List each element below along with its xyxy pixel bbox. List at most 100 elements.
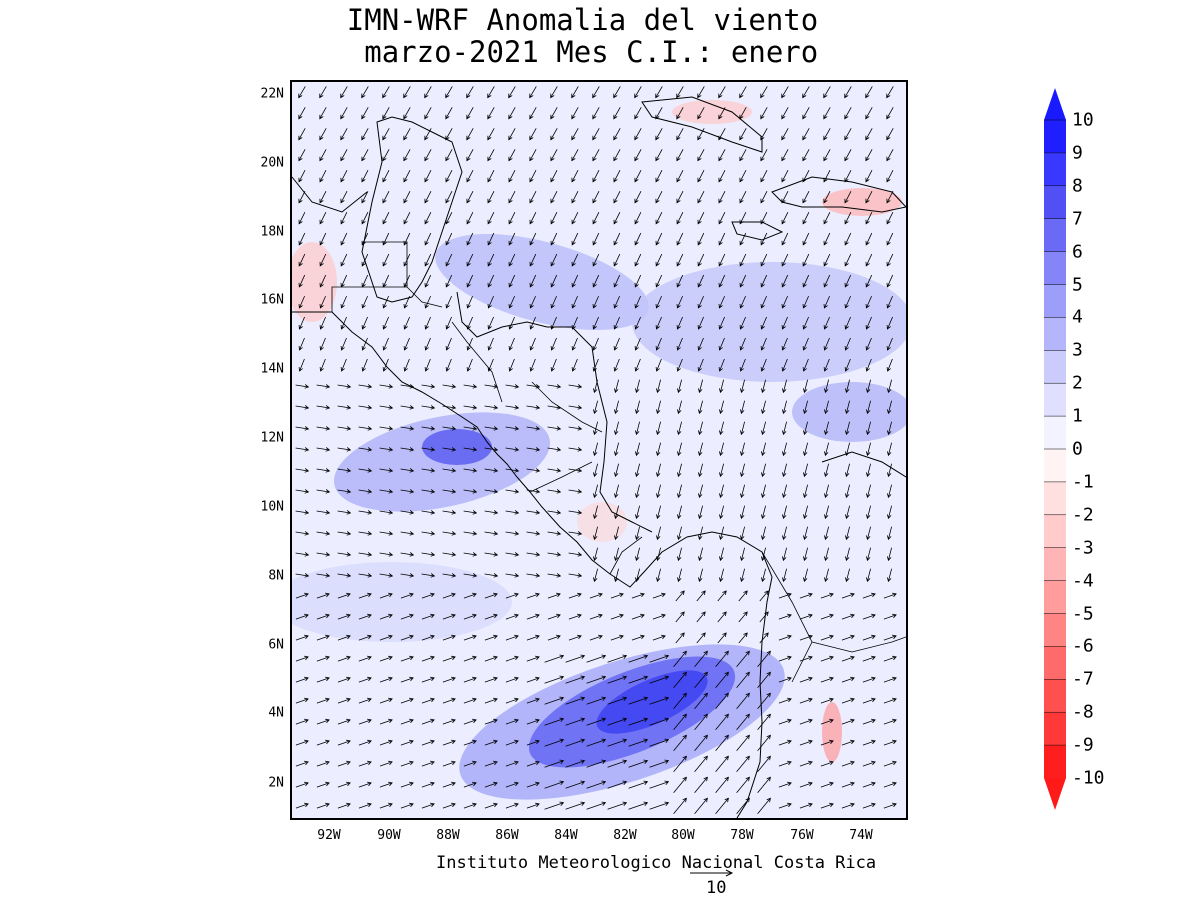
wind-vector (529, 358, 536, 372)
wind-vector (505, 405, 520, 410)
wind-vector (845, 568, 850, 583)
wind-vector (740, 379, 745, 394)
wind-vector (484, 802, 498, 809)
wind-vector (887, 421, 892, 436)
lat-label-12n: 12N (260, 430, 284, 446)
wind-vector (571, 253, 579, 267)
wind-vector (550, 107, 558, 120)
wind-vector (696, 632, 706, 644)
wind-vector (760, 212, 768, 225)
wind-vector (424, 358, 431, 372)
wind-vector (505, 655, 519, 662)
wind-vector (824, 505, 829, 520)
wind-vector (508, 212, 516, 225)
wind-vector (361, 232, 369, 246)
wind-vector (614, 421, 619, 436)
wind-vector (505, 613, 519, 620)
wind-vector (526, 613, 540, 620)
wind-vector (628, 738, 649, 747)
wind-vector (505, 384, 520, 389)
wind-vector (379, 697, 393, 704)
colorbar-segment (1044, 745, 1066, 778)
wind-vector (761, 379, 766, 394)
wind-vector (442, 384, 457, 389)
wind-vector (442, 676, 456, 683)
wind-vector (442, 468, 457, 473)
wind-vector (484, 697, 498, 704)
wind-vector (803, 463, 808, 478)
wind-vector (466, 295, 473, 309)
wind-vector (403, 149, 411, 162)
wind-vector (442, 510, 457, 515)
wind-vector (568, 531, 583, 536)
wind-vector (694, 734, 708, 751)
wind-vector (718, 295, 725, 309)
wind-vector (550, 232, 558, 246)
wind-vector (358, 489, 373, 494)
wind-vector (757, 797, 771, 814)
wind-vector (676, 128, 684, 141)
wind-vector (382, 212, 390, 225)
wind-vector (865, 253, 873, 267)
wind-vector (340, 86, 348, 99)
wind-vector (505, 447, 520, 452)
wind-vector (635, 442, 640, 457)
wind-vector (803, 505, 808, 520)
wind-vector (760, 107, 768, 120)
wind-vector (508, 107, 516, 120)
wind-vector (841, 739, 855, 746)
wind-vector (628, 780, 649, 789)
wind-vector (883, 592, 897, 599)
wind-vector (799, 592, 813, 599)
wind-vector (550, 337, 557, 351)
wind-vector (841, 655, 855, 662)
wind-vector (593, 568, 598, 583)
wind-vector (781, 212, 789, 225)
wind-vector (845, 463, 850, 478)
wind-vector (592, 253, 600, 267)
colorbar-segment (1044, 416, 1066, 449)
colorbar-label: 8 (1072, 175, 1083, 197)
wind-vector (382, 128, 390, 141)
wind-vector (337, 634, 351, 641)
wind-vector (295, 447, 310, 452)
wind-vector (778, 655, 792, 662)
wind-vector (614, 463, 619, 478)
wind-vector (740, 568, 745, 583)
title-line-2: marzo-2021 Mes C.I.: enero (346, 35, 819, 69)
wind-vector (424, 212, 432, 225)
wind-vector (547, 405, 562, 410)
wind-vector (803, 484, 808, 499)
wind-vector (802, 358, 809, 372)
wind-vector (866, 484, 871, 499)
wind-vector (719, 505, 724, 520)
wind-vector (508, 128, 516, 141)
wind-vector (487, 191, 495, 204)
wind-vector (382, 316, 389, 330)
wind-vector (316, 405, 331, 410)
lat-label-4n: 4N (268, 705, 284, 721)
wind-vector (403, 212, 411, 225)
wind-vector (298, 358, 305, 372)
wind-vector (739, 295, 746, 309)
wind-vector (358, 426, 373, 431)
wind-vector (379, 573, 394, 578)
wind-vector (358, 510, 373, 515)
wind-vector (649, 780, 670, 789)
wind-vector (526, 531, 541, 536)
wind-vector (841, 781, 855, 788)
wind-vector (634, 86, 642, 99)
wind-vector (820, 613, 834, 620)
wind-vector (865, 191, 873, 204)
wind-vector (316, 739, 330, 746)
wind-vector (340, 232, 348, 246)
wind-vector (379, 676, 393, 683)
wind-vector (823, 149, 831, 162)
wind-vector (886, 86, 894, 99)
wind-vector (529, 232, 537, 246)
wind-vector (319, 274, 327, 288)
wind-vector (697, 107, 705, 120)
wind-vector (656, 463, 661, 478)
wind-vector (547, 447, 562, 452)
wind-vector (547, 384, 562, 389)
